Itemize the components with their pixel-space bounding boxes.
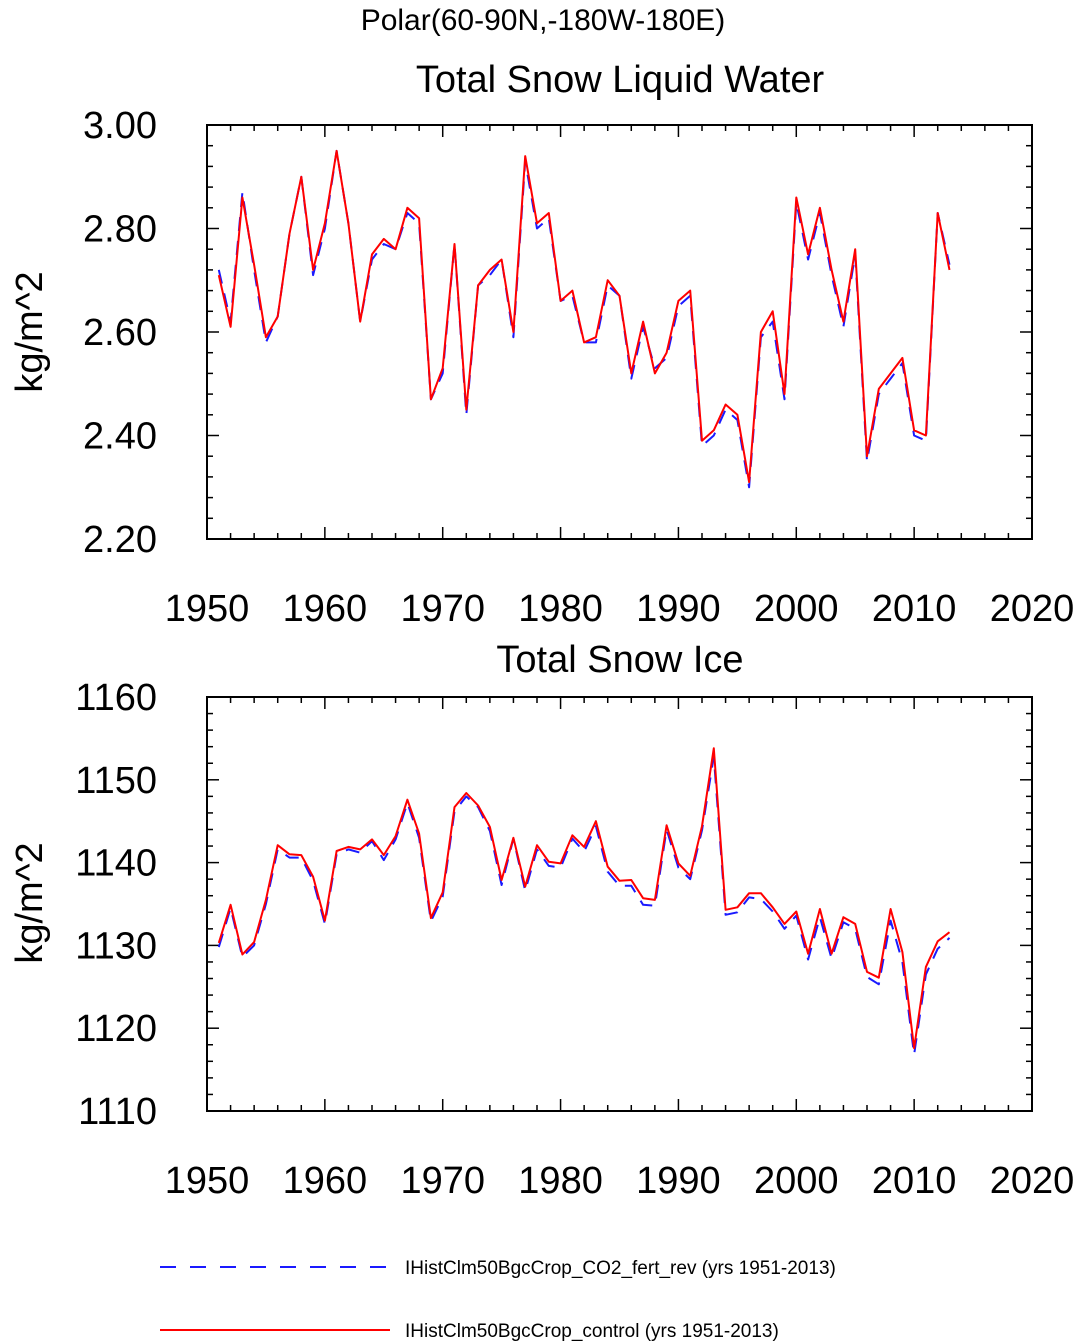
x-tick-label: 2020 <box>990 588 1075 630</box>
series-line-control <box>217 149 951 484</box>
y-tick-label: 1120 <box>75 1008 157 1050</box>
y-tick-label: 2.20 <box>83 519 157 561</box>
chart-title: Total Snow Ice <box>496 639 743 681</box>
x-tick-label: 2010 <box>872 588 957 630</box>
x-tick-label: 2000 <box>754 588 839 630</box>
y-tick-label: 1130 <box>75 925 157 967</box>
x-tick-label: 1990 <box>636 588 721 630</box>
x-tick-label: 1980 <box>518 1160 603 1202</box>
y-tick-label: 1160 <box>75 677 157 719</box>
y-axis-label: kg/m^2 <box>9 842 51 963</box>
y-tick-label: 2.40 <box>83 416 157 458</box>
series-group <box>217 747 951 1056</box>
y-tick-label: 2.60 <box>83 312 157 354</box>
y-tick-label: 1150 <box>75 760 157 802</box>
legend: IHistClm50BgcCrop_CO2_fert_rev (yrs 1951… <box>160 1258 836 1342</box>
x-tick-label: 1990 <box>636 1160 721 1202</box>
x-tick-label: 1960 <box>283 1160 368 1202</box>
axis-ticks: 1950 1960 1970 1980 1990 2000 2010 2020 1110 1120… <box>75 677 1074 1202</box>
x-tick-label: 2010 <box>872 1160 957 1202</box>
chart-panel-liquid-water: Total Snow Liquid Water kg/m^2 1950 1960 1… <box>9 59 1074 630</box>
x-tick-label: 1980 <box>518 588 603 630</box>
x-tick-label: 1970 <box>400 1160 485 1202</box>
x-tick-label: 1950 <box>165 588 250 630</box>
plot-frame <box>206 696 1033 1112</box>
y-axis-label: kg/m^2 <box>9 271 51 392</box>
y-tick-label: 2.80 <box>83 209 157 251</box>
series-line-control <box>217 747 951 1050</box>
series-group <box>217 149 951 489</box>
y-tick-label: 1140 <box>75 843 157 885</box>
x-tick-label: 2000 <box>754 1160 839 1202</box>
axis-ticks: 1950 1960 1970 1980 1990 2000 2010 2020 2.20 2.40… <box>83 105 1074 630</box>
chart-panel-snow-ice: Total Snow Ice kg/m^2 1950 1960 1970 1980 19… <box>9 639 1074 1202</box>
x-tick-label: 2020 <box>990 1160 1075 1202</box>
legend-label-control: IHistClm50BgcCrop_control (yrs 1951-2013… <box>405 1321 779 1342</box>
x-tick-label: 1970 <box>400 588 485 630</box>
y-tick-label: 3.00 <box>83 105 157 147</box>
legend-label-co2-fert-rev: IHistClm50BgcCrop_CO2_fert_rev (yrs 1951… <box>405 1258 836 1279</box>
x-tick-label: 1960 <box>283 588 368 630</box>
x-tick-label: 1950 <box>165 1160 250 1202</box>
chart-title: Total Snow Liquid Water <box>416 59 825 101</box>
series-line-co2-fert-rev <box>217 755 951 1056</box>
plot-frame <box>206 124 1033 540</box>
figure-suptitle: Polar(60-90N,-180W-180E) <box>361 4 726 37</box>
y-tick-label: 1110 <box>78 1091 157 1133</box>
